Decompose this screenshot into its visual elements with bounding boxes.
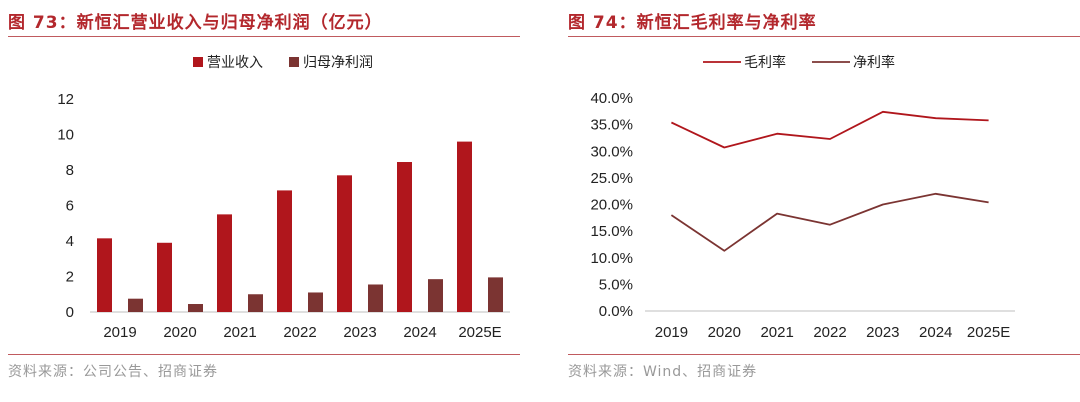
y-tick-label: 10 [57, 127, 74, 144]
title-rule [568, 36, 1080, 37]
x-tick-label: 2020 [708, 324, 741, 341]
x-tick-label: 2022 [283, 324, 316, 341]
revenue-bar [397, 162, 412, 312]
y-tick-label: 30.0% [590, 143, 633, 160]
x-tick-label: 2024 [403, 324, 436, 341]
net-profit-bar [428, 279, 443, 312]
revenue-profit-bar-chart: 0 2 4 6 8 10 12 2019 2020 2021 2022 2023 2024 2025E 营业… [57, 54, 510, 341]
y-tick-label: 4 [66, 233, 74, 250]
chart-73-title: 图 73：新恒汇营业收入与归母净利润（亿元） [8, 13, 383, 33]
y-tick-label: 0.0% [599, 303, 633, 320]
y-tick-label: 35.0% [590, 117, 633, 134]
y-tick-label: 5.0% [599, 276, 633, 293]
chart-74-source: 资料来源：Wind、招商证券 [568, 364, 758, 380]
net-profit-bar [248, 294, 263, 312]
gross-margin-line [671, 110, 989, 149]
y-tick-label: 10.0% [590, 250, 633, 267]
source-rule [568, 354, 1080, 355]
y-tick-label: 8 [66, 162, 74, 179]
x-tick-label: 2023 [866, 324, 899, 341]
net-profit-bar [128, 298, 143, 312]
net-profit-bar [488, 277, 503, 312]
net-profit-bar [368, 284, 383, 312]
net-profit-bar [188, 304, 203, 312]
legend-net-profit-label: 归母净利润 [303, 54, 373, 70]
legend-net-profit-swatch [289, 57, 299, 67]
y-tick-label: 0 [66, 304, 74, 321]
y-tick-label: 25.0% [590, 170, 633, 187]
x-tick-label: 2022 [813, 324, 846, 341]
x-tick-label: 2024 [919, 324, 952, 341]
title-rule [8, 36, 520, 37]
y-tick-label: 20.0% [590, 197, 633, 214]
revenue-bar [97, 238, 112, 312]
x-tick-label: 2019 [103, 324, 136, 341]
revenue-bar [217, 214, 232, 312]
margin-panel: 图 74：新恒汇毛利率与净利率 0.0% 5.0% 10.0% 15.0% 20.0% 2… [560, 0, 1080, 402]
x-tick-label: 2025E [967, 324, 1010, 341]
revenue-profit-panel: 图 73：新恒汇营业收入与归母净利润（亿元） 0 2 4 6 8 10 12 2019 2020… [0, 0, 520, 402]
legend-gross-margin-label: 毛利率 [744, 54, 786, 70]
revenue-bar [337, 175, 352, 312]
chart-74-title: 图 74：新恒汇毛利率与净利率 [568, 13, 817, 33]
net-margin-line [670, 192, 989, 252]
x-tick-label: 2021 [223, 324, 256, 341]
y-tick-label: 40.0% [590, 90, 633, 107]
legend-revenue-swatch [193, 57, 203, 67]
legend-revenue-label: 营业收入 [207, 54, 263, 70]
net-profit-bar [308, 292, 323, 312]
y-tick-label: 6 [66, 198, 74, 215]
chart-73-source: 资料来源：公司公告、招商证券 [8, 364, 218, 380]
source-rule [8, 354, 520, 355]
legend-net-margin-label: 净利率 [853, 54, 895, 70]
x-tick-label: 2020 [163, 324, 196, 341]
x-tick-label: 2019 [655, 324, 688, 341]
y-tick-label: 12 [57, 91, 74, 108]
y-tick-label: 15.0% [590, 223, 633, 240]
x-tick-label: 2021 [760, 324, 793, 341]
revenue-bar [457, 141, 472, 312]
margin-line-chart: 0.0% 5.0% 10.0% 15.0% 20.0% 25.0% 30.0% 35.0% 40… [590, 54, 1015, 341]
revenue-bar [157, 242, 172, 312]
revenue-bar [277, 190, 292, 312]
x-tick-label: 2025E [458, 324, 501, 341]
y-tick-label: 2 [66, 269, 74, 286]
x-tick-label: 2023 [343, 324, 376, 341]
